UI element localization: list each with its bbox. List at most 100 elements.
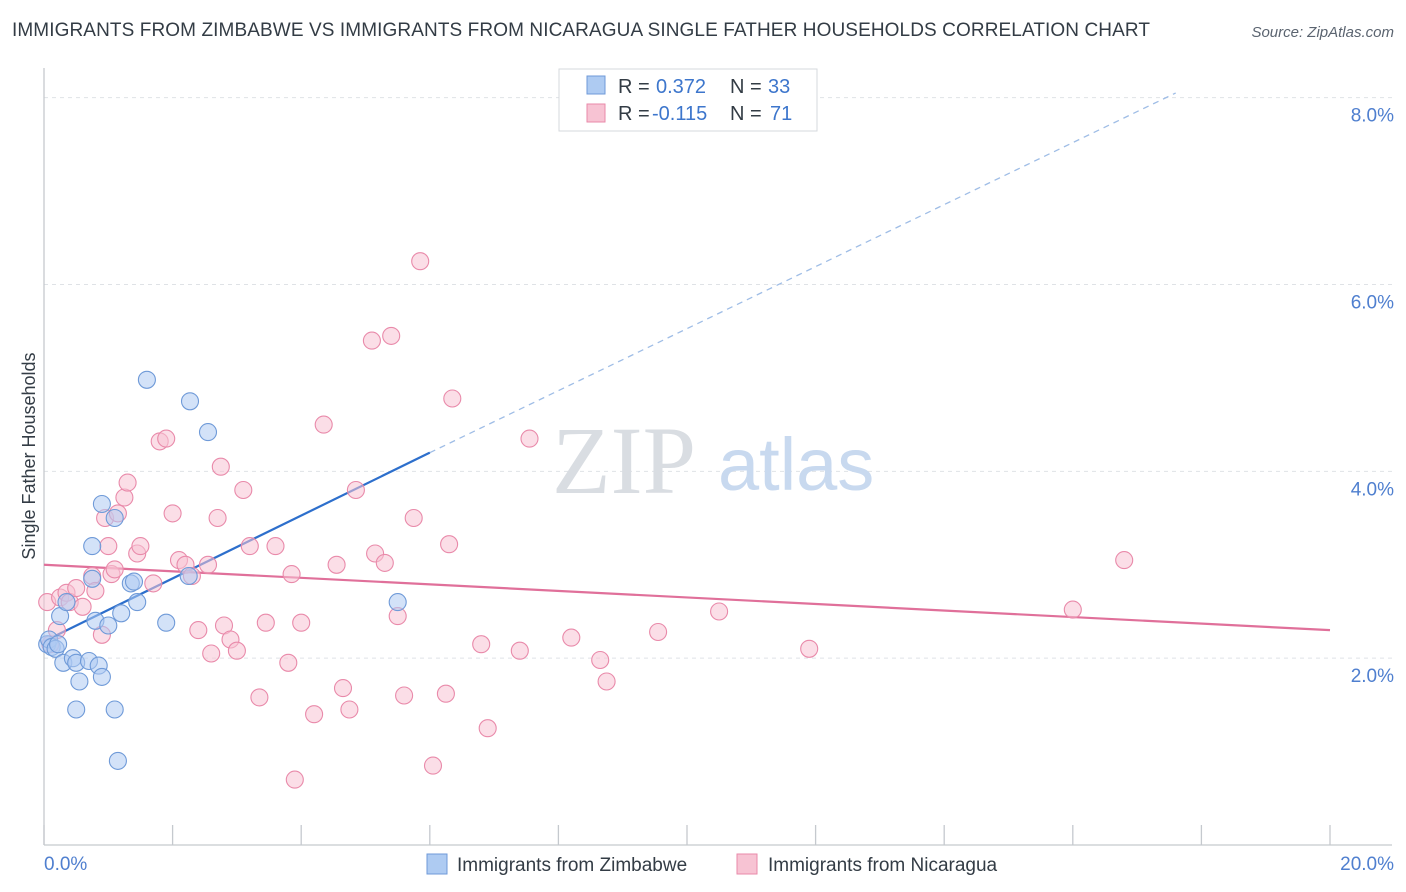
x-tick-label-max: 20.0% — [1340, 854, 1394, 875]
point-nicaragua-29 — [202, 644, 221, 663]
point-nicaragua-19 — [131, 537, 150, 556]
point-zimbabwe-23 — [112, 604, 131, 623]
legend-r-value-nicaragua: -0.115 — [652, 103, 707, 125]
trend-line-nicaragua — [43, 563, 1331, 632]
point-nicaragua-6 — [67, 579, 86, 598]
point-nicaragua-20 — [144, 574, 163, 593]
point-zimbabwe-30 — [180, 392, 200, 411]
point-nicaragua-70 — [710, 602, 729, 621]
point-zimbabwe-17 — [92, 667, 111, 686]
point-zimbabwe-21 — [105, 700, 124, 719]
source-label: Source: ZipAtlas.com — [1251, 24, 1394, 41]
series-legend-label-nicaragua: Immigrants from Nicaragua — [768, 855, 998, 876]
point-zimbabwe-14 — [83, 537, 102, 556]
legend-n-value-zimbabwe: 33 — [768, 76, 790, 98]
point-nicaragua-66 — [562, 628, 581, 647]
point-nicaragua-61 — [443, 389, 462, 408]
point-nicaragua-44 — [305, 705, 324, 724]
point-nicaragua-53 — [382, 326, 401, 345]
point-nicaragua-14 — [105, 560, 124, 579]
watermark-atlas: atlas — [718, 423, 874, 506]
point-nicaragua-68 — [597, 672, 616, 691]
point-zimbabwe-20 — [105, 508, 124, 528]
data-points — [38, 252, 1134, 789]
legend-r-value-zimbabwe: 0.372 — [656, 76, 706, 98]
point-zimbabwe-19 — [99, 616, 118, 635]
series-legend-swatch-nicaragua — [736, 853, 758, 875]
point-zimbabwe-11 — [67, 700, 86, 719]
trend-line-zimbabwe-extension — [429, 92, 1176, 454]
point-nicaragua-58 — [423, 756, 443, 775]
legend-n-label-zimbabwe: N = — [730, 76, 762, 98]
point-nicaragua-60 — [440, 535, 459, 554]
axes — [43, 68, 1392, 846]
x-ticks — [43, 825, 1331, 845]
point-nicaragua-52 — [375, 553, 394, 572]
point-nicaragua-38 — [256, 613, 275, 632]
y-tick-label-0: 2.0% — [1351, 666, 1394, 687]
watermark: ZIP atlas — [552, 407, 874, 514]
legend-n-value-nicaragua: 71 — [770, 103, 792, 125]
point-nicaragua-49 — [346, 480, 365, 500]
point-zimbabwe-22 — [108, 751, 127, 770]
point-nicaragua-73 — [1115, 551, 1134, 570]
point-nicaragua-55 — [395, 686, 414, 705]
point-nicaragua-59 — [436, 684, 455, 703]
point-nicaragua-45 — [314, 415, 333, 434]
point-zimbabwe-18 — [92, 494, 111, 514]
legend-r-label-zimbabwe: R = — [618, 76, 650, 98]
point-nicaragua-47 — [333, 679, 353, 698]
correlation-legend: R = 0.372 N = 33 R = -0.115 N = 71 — [558, 68, 818, 132]
legend-swatch-zimbabwe — [586, 75, 606, 95]
point-nicaragua-28 — [198, 555, 218, 574]
point-zimbabwe-31 — [198, 423, 218, 442]
point-nicaragua-23 — [163, 504, 182, 523]
trend-lines — [43, 92, 1331, 643]
chart-title: IMMIGRANTS FROM ZIMBABWE VS IMMIGRANTS F… — [12, 20, 1151, 41]
point-nicaragua-46 — [327, 555, 346, 574]
point-nicaragua-31 — [211, 457, 230, 476]
point-zimbabwe-32 — [388, 593, 407, 612]
point-nicaragua-39 — [266, 537, 285, 556]
point-zimbabwe-13 — [83, 569, 102, 588]
series-legend-swatch-zimbabwe — [426, 853, 448, 875]
point-nicaragua-62 — [472, 635, 491, 654]
point-zimbabwe-10 — [70, 672, 89, 691]
point-nicaragua-42 — [285, 770, 304, 789]
point-nicaragua-41 — [282, 565, 301, 584]
point-nicaragua-35 — [234, 480, 253, 500]
series-legend: Immigrants from Zimbabwe Immigrants from… — [426, 853, 998, 876]
legend-n-label-nicaragua: N = — [730, 103, 762, 125]
point-nicaragua-48 — [340, 700, 359, 719]
gridlines — [44, 97, 1392, 659]
point-zimbabwe-27 — [137, 370, 156, 389]
point-zimbabwe-25 — [124, 572, 144, 591]
y-tick-label-2: 6.0% — [1351, 293, 1394, 314]
point-nicaragua-69 — [649, 622, 668, 642]
point-nicaragua-71 — [800, 639, 819, 658]
point-nicaragua-64 — [510, 641, 529, 660]
y-tick-label-1: 4.0% — [1351, 479, 1394, 500]
point-nicaragua-65 — [520, 429, 539, 448]
y-axis-title: Single Father Households — [19, 352, 39, 559]
point-nicaragua-43 — [292, 613, 311, 632]
point-zimbabwe-26 — [128, 593, 147, 612]
y-tick-labels: 2.0% 4.0% 6.0% 8.0% — [1351, 106, 1394, 687]
point-nicaragua-16 — [115, 488, 134, 507]
point-zimbabwe-28 — [157, 613, 176, 632]
point-nicaragua-57 — [411, 252, 430, 271]
point-nicaragua-27 — [189, 621, 208, 640]
point-nicaragua-50 — [362, 331, 381, 350]
point-zimbabwe-7 — [57, 593, 76, 612]
point-zimbabwe-4 — [49, 635, 68, 654]
x-tick-label-min: 0.0% — [44, 854, 87, 875]
point-nicaragua-37 — [250, 688, 269, 707]
point-nicaragua-22 — [157, 429, 176, 448]
point-nicaragua-17 — [118, 473, 137, 492]
legend-swatch-nicaragua — [586, 103, 606, 123]
point-zimbabwe-29 — [179, 566, 198, 586]
y-tick-label-3: 8.0% — [1351, 106, 1394, 127]
point-nicaragua-7 — [73, 597, 92, 616]
point-nicaragua-67 — [591, 650, 610, 670]
